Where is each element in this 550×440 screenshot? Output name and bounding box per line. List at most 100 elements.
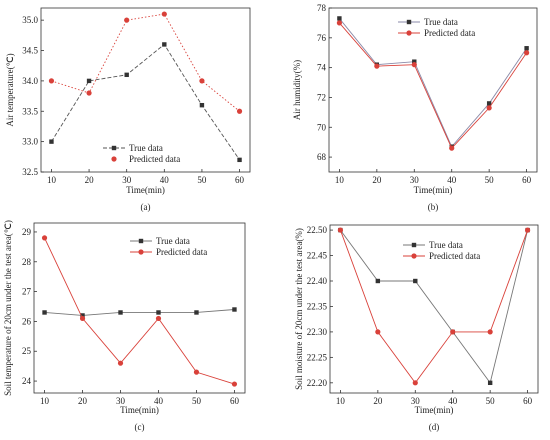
panel-label: (b) — [428, 202, 439, 212]
series-line — [340, 229, 529, 384]
y-tick-label: 76 — [317, 33, 327, 43]
legend-label: Predicted data — [129, 154, 180, 164]
series-line — [51, 13, 240, 112]
data-point — [199, 102, 205, 108]
y-axis-label: Soil temperature of 20cm under the test … — [3, 220, 13, 396]
data-point — [124, 72, 129, 78]
data-point — [237, 157, 242, 163]
x-tick-label: 20 — [373, 396, 383, 406]
data-point — [375, 329, 381, 335]
data-point — [487, 329, 493, 335]
data-point — [42, 310, 47, 315]
data-point — [450, 329, 456, 335]
data-point — [79, 315, 86, 322]
series-predicted-data — [41, 235, 238, 387]
x-tick-label: 50 — [485, 175, 495, 185]
y-tick-label: 26 — [22, 316, 32, 326]
data-point — [411, 62, 417, 68]
data-point — [86, 78, 92, 84]
series-line — [339, 229, 529, 384]
series-predicted-data — [337, 227, 531, 386]
data-point — [194, 310, 199, 315]
legend-label: Predicted data — [429, 251, 480, 261]
y-tick-label: 29 — [22, 227, 32, 237]
y-tick-label: 22.50 — [307, 225, 328, 235]
data-point — [41, 235, 48, 241]
data-point — [236, 108, 243, 114]
x-tick-label: 60 — [230, 396, 240, 406]
y-tick-label: 24 — [22, 376, 32, 386]
y-tick-label: 28 — [22, 257, 32, 267]
x-tick-label: 10 — [40, 396, 50, 406]
y-tick-label: 70 — [317, 122, 327, 132]
data-point — [486, 101, 492, 106]
x-tick-label: 50 — [192, 396, 202, 406]
y-tick-label: 68 — [317, 152, 327, 162]
data-point — [117, 360, 124, 366]
plot-frame — [33, 222, 246, 394]
data-point — [449, 145, 455, 151]
series-predicted-data — [336, 20, 530, 151]
x-axis-label: Time(min) — [414, 185, 453, 195]
plot-frame — [40, 7, 251, 173]
y-tick-label: 22.35 — [307, 301, 328, 311]
data-point — [199, 78, 205, 84]
data-point — [524, 46, 529, 51]
x-tick-label: 10 — [336, 396, 346, 406]
series-line — [339, 22, 527, 149]
data-point — [161, 11, 167, 17]
data-point — [412, 59, 417, 64]
data-point — [124, 17, 130, 23]
x-tick-label: 60 — [235, 175, 245, 185]
series-line — [44, 309, 235, 316]
y-tick-label: 34.5 — [22, 46, 38, 56]
y-tick-label: 27 — [22, 287, 32, 297]
data-point — [375, 278, 381, 284]
data-point — [487, 380, 493, 386]
legend-label: True data — [129, 143, 163, 153]
x-axis-label: Time(min) — [415, 405, 454, 415]
series-line — [339, 18, 527, 148]
legend-marker — [406, 19, 412, 25]
y-tick-label: 22.40 — [307, 276, 328, 286]
legend-marker — [406, 30, 412, 36]
y-axis-label: Air humidity(%) — [292, 60, 302, 120]
legend-label: True data — [424, 17, 458, 27]
plot-frame — [328, 7, 538, 173]
series-true-data — [49, 42, 242, 163]
x-tick-label: 20 — [372, 175, 382, 185]
chart-panel-1: 10 20 30 40 50 60 32.5 33.0 33.5 34.0 34.5 35.0 Time… — [5, 7, 251, 212]
data-point — [231, 381, 238, 387]
x-tick-label: 20 — [85, 175, 95, 185]
data-point — [336, 20, 342, 26]
data-point — [413, 278, 418, 284]
data-point — [486, 105, 492, 111]
x-tick-label: 30 — [410, 175, 420, 185]
data-point — [232, 307, 237, 312]
legend-marker — [411, 242, 417, 248]
y-axis-label: Soil moisture of 20cm under the test are… — [294, 228, 304, 390]
data-point — [337, 16, 342, 21]
legend-marker — [111, 145, 117, 151]
x-axis-label: Time(min) — [120, 405, 159, 415]
data-point — [162, 42, 167, 47]
panel-label: (a) — [141, 202, 151, 212]
x-tick-label: 10 — [335, 175, 345, 185]
legend-marker — [138, 238, 144, 244]
panel-label: (c) — [135, 422, 145, 432]
legend-marker — [111, 156, 117, 162]
data-point — [524, 50, 530, 56]
chart-panel-2: 10 20 30 40 50 60 68 70 72 74 76 78 Time(min) Air hum… — [292, 3, 538, 212]
data-point — [525, 227, 531, 233]
data-point — [156, 310, 161, 315]
legend-label: Predicted data — [424, 28, 475, 38]
series-line — [44, 237, 235, 385]
y-tick-label: 33.0 — [22, 137, 38, 147]
legend-label: True data — [156, 236, 190, 246]
data-point — [374, 63, 380, 69]
x-tick-label: 30 — [411, 396, 421, 406]
